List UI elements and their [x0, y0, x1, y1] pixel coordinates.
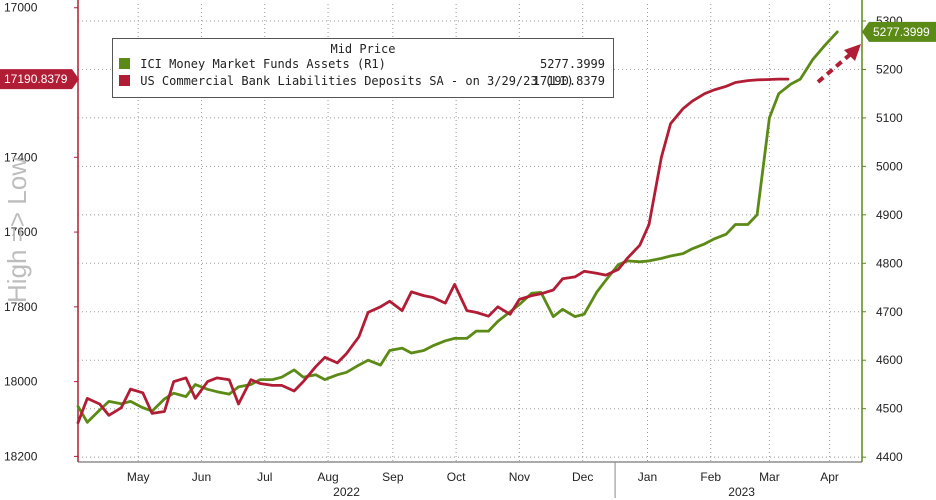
trend-arrow: [816, 44, 861, 84]
left-tag-shape: [0, 69, 79, 90]
tick-labels: 17000 17400 17600 17800 18000 18200 4400 4500 46…: [4, 1, 903, 499]
legend: Mid Price ICI Money Market Funds Assets …: [112, 38, 614, 98]
left-tick-label: 17800: [4, 300, 38, 314]
legend-swatch: [119, 75, 130, 86]
last-value-tags: 17190.8379 5277.3999: [0, 21, 936, 90]
x-tick-label: Sep: [382, 470, 404, 484]
left-tick-label: 18000: [4, 375, 38, 389]
legend-title: Mid Price: [330, 42, 396, 56]
series-lines: [76, 30, 839, 425]
right-tick-label: 4600: [876, 353, 903, 367]
left-tag-label: 17190.8379: [4, 72, 68, 86]
x-tick-label: May: [127, 470, 150, 484]
left-tick-label: 17400: [4, 150, 38, 164]
legend-entry-money-market: ICI Money Market Funds Assets (R1) 5277.…: [119, 56, 605, 72]
left-tick-label: 17000: [4, 1, 38, 15]
right-tick-label: 4800: [876, 256, 903, 270]
x-tick-label: Mar: [759, 470, 780, 484]
x-tick-label: Dec: [572, 470, 593, 484]
right-tick-label: 4400: [876, 450, 903, 464]
axes: [77, 0, 863, 498]
legend-entry-label: ICI Money Market Funds Assets (R1): [140, 57, 386, 71]
x-tick-label: Jan: [638, 470, 657, 484]
x-tick-label: Jun: [192, 470, 211, 484]
right-tick-label: 5200: [876, 62, 903, 76]
right-tag-shape: [862, 21, 936, 42]
right-last-value-tag: 5277.3999: [862, 21, 936, 42]
right-tick-label: 4700: [876, 305, 903, 319]
legend-entry-value: 5277.3999: [539, 57, 605, 71]
left-tick-label: 17600: [4, 225, 38, 239]
right-tick-label: 4500: [876, 402, 903, 416]
legend-swatch: [119, 58, 130, 69]
right-tick-label: 5000: [876, 159, 903, 173]
x-tick-label: Oct: [447, 470, 466, 484]
x-tick-label: Aug: [317, 470, 338, 484]
left-axis-title: High => Low: [2, 157, 32, 303]
year-label: 2022: [333, 485, 360, 499]
legend-entry-label: US Commercial Bank Liabilities Deposits …: [140, 74, 574, 88]
year-label: 2023: [728, 485, 755, 499]
right-tick-label: 5100: [876, 111, 903, 125]
legend-entry-value: 17190.8379: [532, 74, 605, 88]
right-tick-label: 4900: [876, 208, 903, 222]
left-tick-label: 18200: [4, 449, 38, 463]
x-tick-label: Nov: [509, 470, 530, 484]
x-tick-label: Jul: [257, 470, 272, 484]
x-tick-label: Apr: [820, 470, 839, 484]
left-last-value-tag: 17190.8379: [0, 69, 79, 90]
right-tag-label: 5277.3999: [873, 25, 930, 39]
legend-entry-deposits: US Commercial Bank Liabilities Deposits …: [119, 73, 605, 89]
series-line-deposits: [76, 77, 790, 425]
x-tick-label: Feb: [700, 470, 721, 484]
